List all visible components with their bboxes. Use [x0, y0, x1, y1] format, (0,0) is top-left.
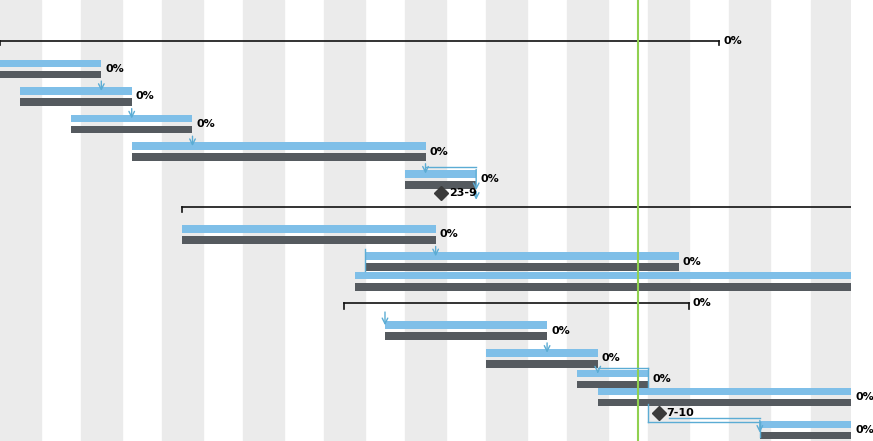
Bar [649, 0, 689, 441]
Bar [71, 115, 192, 122]
Bar [385, 333, 547, 340]
Bar [132, 142, 425, 150]
Bar [182, 236, 436, 243]
Text: 0%: 0% [693, 298, 711, 308]
Bar [20, 98, 132, 106]
Bar [182, 225, 436, 233]
Text: 0%: 0% [855, 392, 873, 402]
Bar [598, 388, 851, 395]
Bar [405, 0, 446, 441]
Bar [598, 399, 851, 406]
Bar [760, 432, 851, 439]
Bar [354, 272, 851, 280]
Text: 0%: 0% [683, 257, 702, 267]
Bar [365, 263, 679, 271]
Bar [486, 360, 598, 368]
Bar [730, 0, 770, 441]
Bar [567, 0, 608, 441]
Bar [20, 87, 132, 95]
Bar [0, 0, 40, 441]
Bar [486, 349, 598, 357]
Text: 0%: 0% [440, 229, 458, 239]
Text: 23-9: 23-9 [449, 188, 477, 198]
Bar [577, 370, 649, 377]
Bar [405, 181, 476, 189]
Bar [405, 170, 476, 177]
Text: 0%: 0% [430, 146, 449, 157]
Bar [81, 0, 121, 441]
Bar [760, 421, 851, 428]
Bar [71, 126, 192, 133]
Bar [810, 0, 851, 441]
Bar [0, 60, 101, 67]
Text: 0%: 0% [136, 91, 155, 101]
Bar [162, 0, 203, 441]
Bar [324, 0, 365, 441]
Bar [354, 283, 851, 291]
Bar [0, 71, 101, 78]
Text: 7-10: 7-10 [667, 408, 694, 419]
Bar [577, 381, 649, 389]
Text: 0%: 0% [724, 36, 742, 46]
Bar [365, 252, 679, 260]
Text: 0%: 0% [551, 326, 570, 336]
Text: 0%: 0% [601, 353, 621, 363]
Text: 0%: 0% [196, 119, 216, 129]
Bar [385, 321, 547, 329]
Bar [486, 0, 526, 441]
Text: 0%: 0% [652, 374, 671, 384]
Text: 0%: 0% [106, 64, 124, 74]
Text: 0%: 0% [480, 174, 499, 184]
Bar [244, 0, 284, 441]
Bar [132, 153, 425, 161]
Text: 0%: 0% [855, 425, 873, 435]
